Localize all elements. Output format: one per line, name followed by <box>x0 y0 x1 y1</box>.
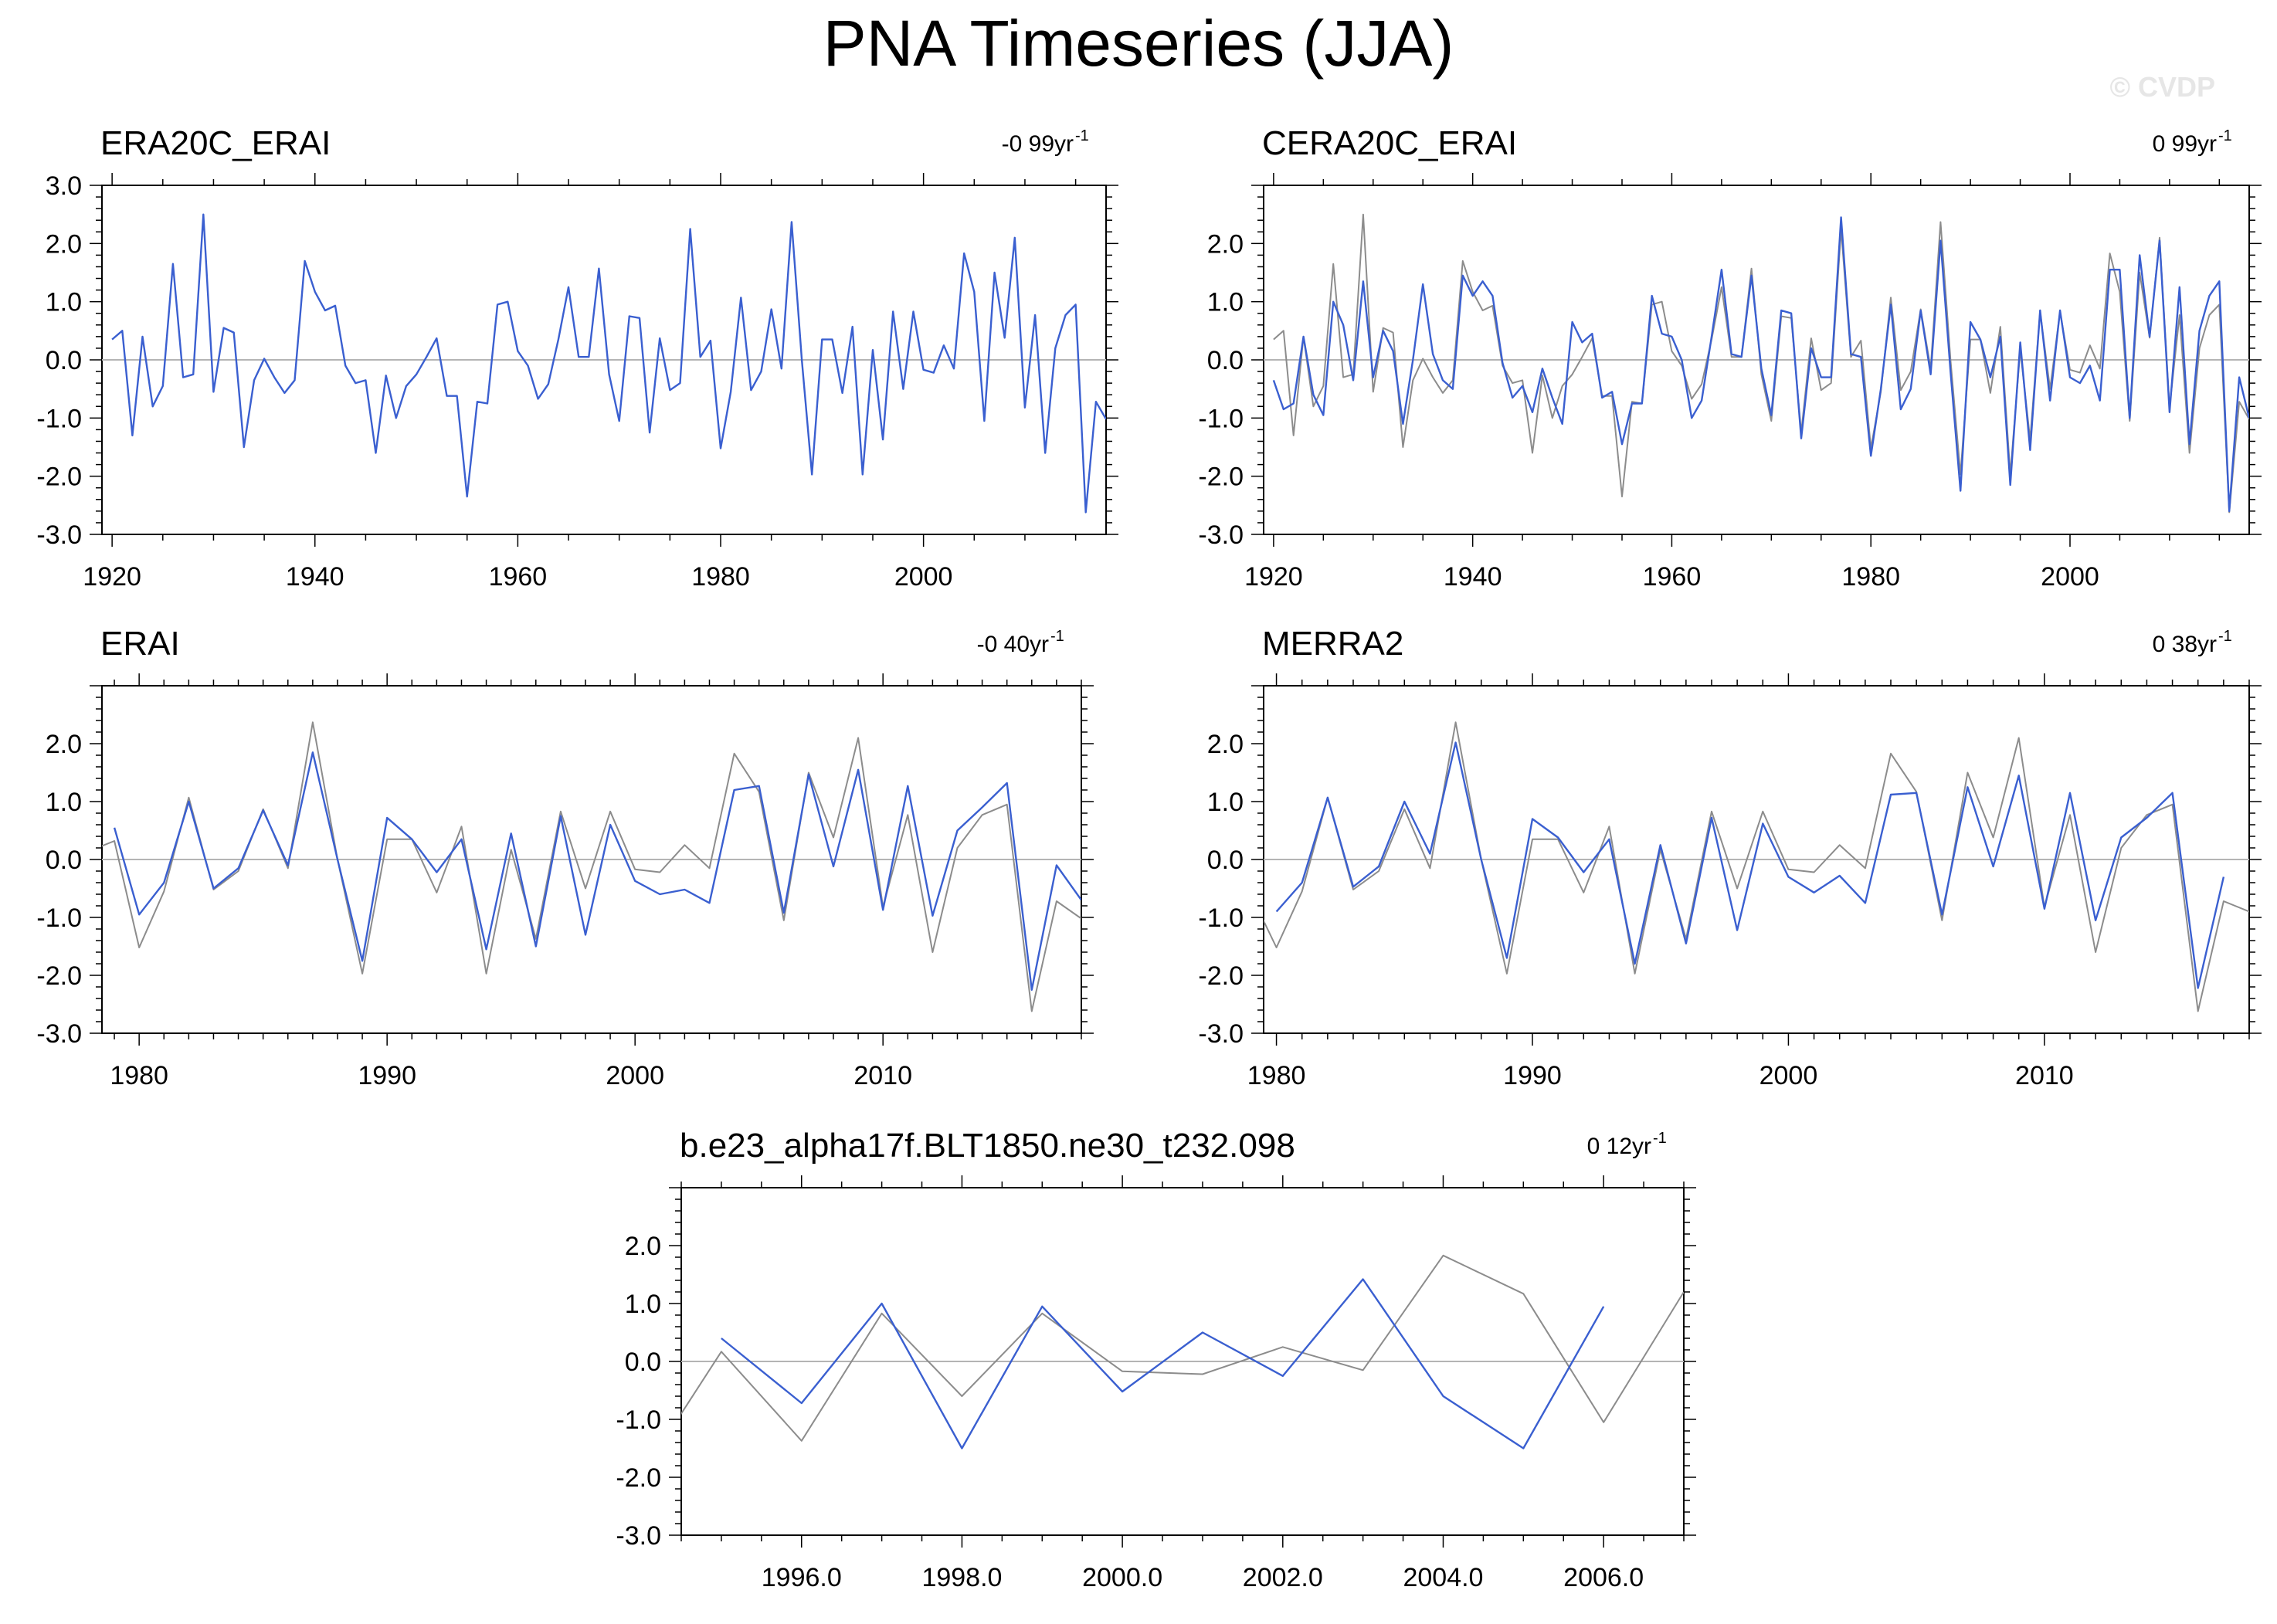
y-tick-label-erai: 0.0 <box>46 846 82 875</box>
panel-title-merra2: MERRA2 <box>1262 625 1403 663</box>
series-line-era20c-model <box>111 213 1106 514</box>
x-tick-label-erai: 2010 <box>853 1061 912 1090</box>
y-tick-label-model: 2.0 <box>625 1232 661 1261</box>
trend-label-erai: -0 40yr <box>977 632 1049 657</box>
trend-label-era20c: -0 99yr <box>1002 131 1074 157</box>
x-tick-label-cera20c: 1960 <box>1643 562 1702 592</box>
x-tick-label-era20c: 1960 <box>489 562 548 592</box>
watermark: © CVDP <box>2109 71 2215 103</box>
trend-exponent-erai: -1 <box>1050 628 1064 645</box>
trend-exponent-model: -1 <box>1653 1130 1667 1147</box>
y-tick-label-erai: -1.0 <box>36 904 82 933</box>
x-tick-label-model: 2000.0 <box>1082 1563 1162 1592</box>
x-tick-label-erai: 2000 <box>606 1061 664 1090</box>
series-line-model-model <box>721 1278 1605 1449</box>
y-tick-label-cera20c: -1.0 <box>1198 404 1244 433</box>
x-tick-label-model: 2002.0 <box>1243 1563 1323 1592</box>
y-tick-label-model: 1.0 <box>625 1290 661 1319</box>
x-tick-label-era20c: 1920 <box>83 562 141 592</box>
panel-title-era20c: ERA20C_ERAI <box>100 124 331 162</box>
y-tick-label-era20c: 3.0 <box>46 171 82 201</box>
y-tick-label-era20c: 1.0 <box>46 288 82 317</box>
x-tick-label-erai: 1980 <box>110 1061 168 1090</box>
series-line-merra2-model <box>1275 741 2225 989</box>
trend-exponent-merra2: -1 <box>2218 628 2232 645</box>
y-tick-label-era20c: 0.0 <box>46 346 82 375</box>
y-tick-label-era20c: 2.0 <box>46 229 82 259</box>
y-tick-label-era20c: -2.0 <box>36 463 82 492</box>
x-tick-label-model: 1998.0 <box>921 1563 1002 1592</box>
y-tick-label-cera20c: 0.0 <box>1207 346 1244 375</box>
panel-title-model: b.e23_alpha17f.BLT1850.ne30_t232.098 <box>680 1127 1295 1165</box>
y-tick-label-merra2: 2.0 <box>1207 730 1244 759</box>
y-tick-label-merra2: -3.0 <box>1198 1019 1244 1049</box>
y-tick-label-cera20c: -3.0 <box>1198 520 1244 550</box>
x-tick-label-cera20c: 1920 <box>1244 562 1303 592</box>
y-tick-label-erai: -3.0 <box>36 1019 82 1049</box>
y-tick-label-model: 0.0 <box>625 1348 661 1377</box>
y-tick-label-cera20c: 1.0 <box>1207 288 1244 317</box>
y-tick-label-merra2: 1.0 <box>1207 788 1244 817</box>
y-tick-label-cera20c: -2.0 <box>1198 463 1244 492</box>
series-line-model-obs <box>681 1254 1684 1442</box>
y-tick-label-erai: 1.0 <box>46 788 82 817</box>
trend-label-merra2: 0 38yr <box>2153 632 2217 657</box>
y-tick-label-merra2: 0.0 <box>1207 846 1244 875</box>
trend-exponent-cera20c: -1 <box>2218 127 2232 144</box>
y-tick-label-erai: -2.0 <box>36 961 82 991</box>
trend-label-cera20c: 0 99yr <box>2153 131 2217 157</box>
series-line-cera20c-obs <box>1273 213 2249 514</box>
series-line-merra2-obs <box>1264 721 2249 1012</box>
y-tick-label-cera20c: 2.0 <box>1207 229 1244 259</box>
series-line-cera20c-model <box>1272 216 2249 513</box>
x-tick-label-era20c: 2000 <box>894 562 953 592</box>
y-tick-label-merra2: -2.0 <box>1198 961 1244 991</box>
x-tick-label-era20c: 1980 <box>691 562 750 592</box>
x-tick-label-cera20c: 2000 <box>2041 562 2099 592</box>
trend-exponent-era20c: -1 <box>1075 127 1089 144</box>
x-tick-label-cera20c: 1940 <box>1444 562 1502 592</box>
x-tick-label-erai: 1990 <box>358 1061 416 1090</box>
x-tick-label-merra2: 2000 <box>1760 1061 1818 1090</box>
y-tick-label-model: -3.0 <box>616 1521 661 1551</box>
x-tick-label-model: 1996.0 <box>762 1563 842 1592</box>
x-tick-label-model: 2004.0 <box>1403 1563 1483 1592</box>
x-tick-label-model: 2006.0 <box>1563 1563 1644 1592</box>
panel-title-cera20c: CERA20C_ERAI <box>1262 124 1517 162</box>
page-title: PNA Timeseries (JJA) <box>823 7 1454 80</box>
y-tick-label-erai: 2.0 <box>46 730 82 759</box>
y-tick-label-era20c: -1.0 <box>36 404 82 433</box>
panel-title-erai: ERAI <box>100 625 180 663</box>
y-tick-label-model: -2.0 <box>616 1463 661 1493</box>
trend-label-model: 0 12yr <box>1587 1134 1651 1159</box>
y-tick-label-merra2: -1.0 <box>1198 904 1244 933</box>
y-tick-label-model: -1.0 <box>616 1405 661 1435</box>
x-tick-label-merra2: 2010 <box>2015 1061 2074 1090</box>
x-tick-label-merra2: 1990 <box>1503 1061 1562 1090</box>
y-tick-label-era20c: -3.0 <box>36 520 82 550</box>
x-tick-label-cera20c: 1980 <box>1841 562 1900 592</box>
x-tick-label-merra2: 1980 <box>1247 1061 1306 1090</box>
series-line-erai-model <box>113 751 1081 992</box>
x-tick-label-era20c: 1940 <box>286 562 344 592</box>
